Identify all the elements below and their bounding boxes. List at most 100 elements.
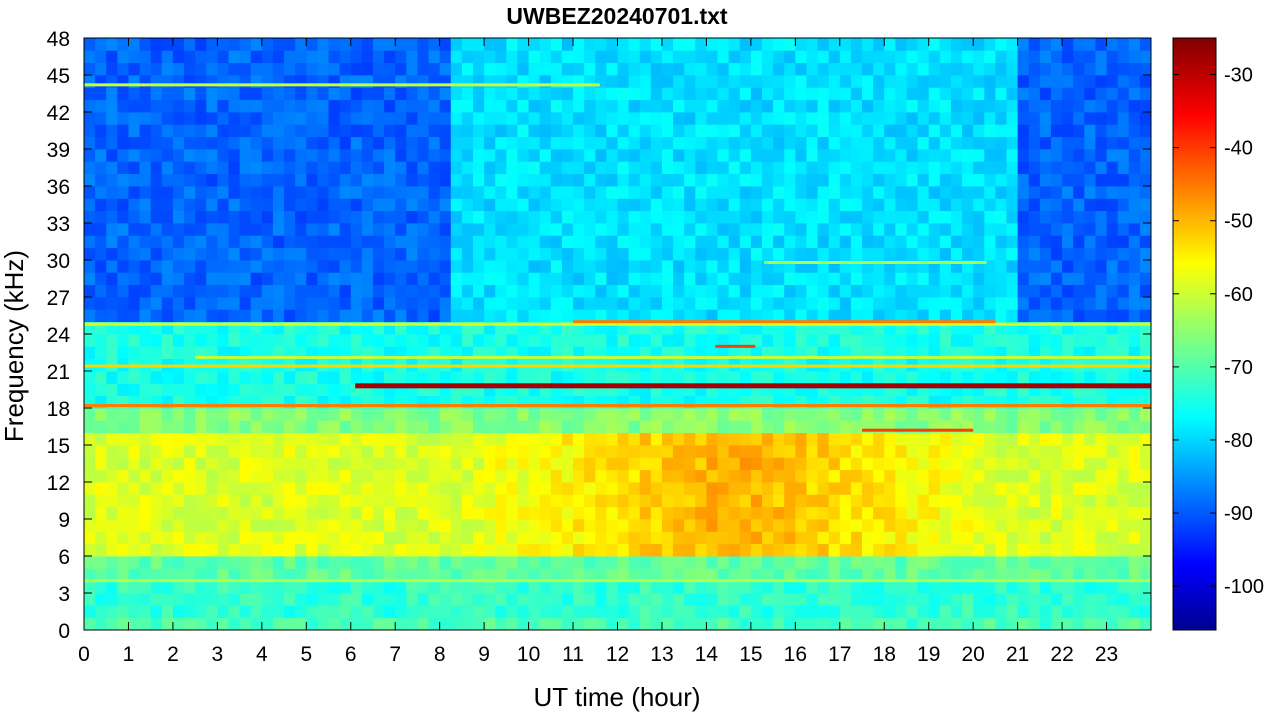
heatmap-cell (684, 223, 696, 236)
heatmap-cell (350, 457, 363, 471)
heatmap-cell (284, 38, 296, 51)
heatmap-cell (350, 420, 363, 434)
heatmap-cell (1139, 543, 1152, 557)
heatmap-cell (673, 543, 685, 557)
heatmap-cell (1028, 383, 1041, 397)
heatmap-cell (372, 617, 385, 631)
y-tick-label: 9 (58, 509, 70, 532)
heatmap-cell (195, 593, 207, 606)
heatmap-cell (439, 506, 452, 520)
heatmap-cell (272, 62, 285, 76)
heatmap-cell (150, 50, 163, 64)
heatmap-cell (395, 210, 407, 224)
heatmap-cell (661, 136, 674, 150)
heatmap-cell (728, 112, 741, 125)
heatmap-cell (839, 383, 852, 397)
heatmap-cell (150, 173, 163, 187)
heatmap-cell (717, 223, 730, 236)
heatmap-cell (350, 568, 363, 582)
heatmap-cell (717, 383, 730, 397)
heatmap-cell (328, 136, 341, 150)
heatmap-cell (128, 87, 140, 101)
heatmap-cell (461, 210, 474, 224)
heatmap-cell (461, 309, 474, 323)
heatmap-cell (1039, 210, 1052, 224)
heatmap-cell (717, 173, 730, 187)
heatmap-cell (317, 519, 329, 532)
heatmap-cell (984, 223, 996, 236)
heatmap-cell (873, 556, 885, 569)
heatmap-cell (873, 247, 885, 261)
heatmap-cell (339, 346, 352, 360)
heatmap-cell (850, 186, 863, 199)
heatmap-cell (395, 420, 407, 434)
heatmap-cell (372, 260, 385, 273)
heatmap-cell (639, 617, 652, 631)
heatmap-cell (95, 432, 107, 446)
heatmap-cell (1117, 506, 1130, 520)
heatmap-cell (995, 161, 1007, 175)
heatmap-cell (1050, 198, 1063, 212)
heatmap-cell (973, 593, 985, 606)
heatmap-cell (973, 506, 985, 520)
heatmap-cell (528, 198, 541, 212)
heatmap-cell (161, 210, 174, 224)
heatmap-cell (195, 99, 207, 113)
heatmap-cell (228, 198, 240, 212)
heatmap-cell (973, 469, 985, 483)
heatmap-cell (628, 272, 641, 286)
heatmap-cell (895, 297, 907, 310)
heatmap-cell (217, 482, 229, 495)
heatmap-cell (172, 124, 185, 138)
heatmap-cell (895, 469, 907, 483)
heatmap-cell (1073, 297, 1085, 310)
heatmap-cell (106, 617, 118, 631)
heatmap-cell (628, 593, 641, 606)
heatmap-cell (106, 457, 118, 471)
heatmap-cell (650, 223, 663, 236)
heatmap-cell (962, 482, 974, 495)
heatmap-cell (172, 580, 185, 594)
heatmap-cell (517, 284, 529, 298)
heatmap-cell (428, 112, 441, 125)
heatmap-cell (661, 556, 674, 569)
heatmap-cell (895, 383, 907, 397)
heatmap-cell (1062, 124, 1074, 138)
heatmap-cell (950, 445, 963, 458)
heatmap-cell (95, 420, 107, 434)
heatmap-cell (917, 432, 930, 446)
heatmap-cell (150, 235, 163, 249)
heatmap-cell (417, 198, 429, 212)
heatmap-cell (917, 593, 930, 606)
heatmap-cell (862, 605, 874, 619)
heatmap-cell (495, 297, 507, 310)
heatmap-cell (206, 580, 218, 594)
heatmap-cell (673, 198, 685, 212)
heatmap-cell (139, 235, 152, 249)
heatmap-cell (184, 494, 196, 508)
heatmap-cell (728, 186, 741, 199)
heatmap-cell (695, 235, 707, 249)
heatmap-cell (172, 297, 185, 310)
heatmap-cell (561, 519, 574, 532)
heatmap-cell (850, 408, 863, 421)
heatmap-cell (206, 87, 218, 101)
heatmap-cell (550, 346, 563, 360)
heatmap-cell (1106, 161, 1119, 175)
heatmap-cell (250, 75, 263, 88)
heatmap-cell (784, 556, 796, 569)
heatmap-cell (928, 445, 941, 458)
heatmap-cell (184, 531, 196, 545)
heatmap-cell (1084, 62, 1096, 76)
heatmap-cell (372, 173, 385, 187)
heatmap-cell (595, 38, 607, 51)
heatmap-cell (1028, 494, 1041, 508)
heatmap-cell (195, 617, 207, 631)
heatmap-cell (461, 38, 474, 51)
heatmap-cell (1128, 334, 1141, 347)
heatmap-cell (784, 309, 796, 323)
heatmap-cell (339, 173, 352, 187)
heatmap-cell (817, 297, 830, 310)
heatmap-cell (272, 223, 285, 236)
heatmap-cell (573, 260, 585, 273)
